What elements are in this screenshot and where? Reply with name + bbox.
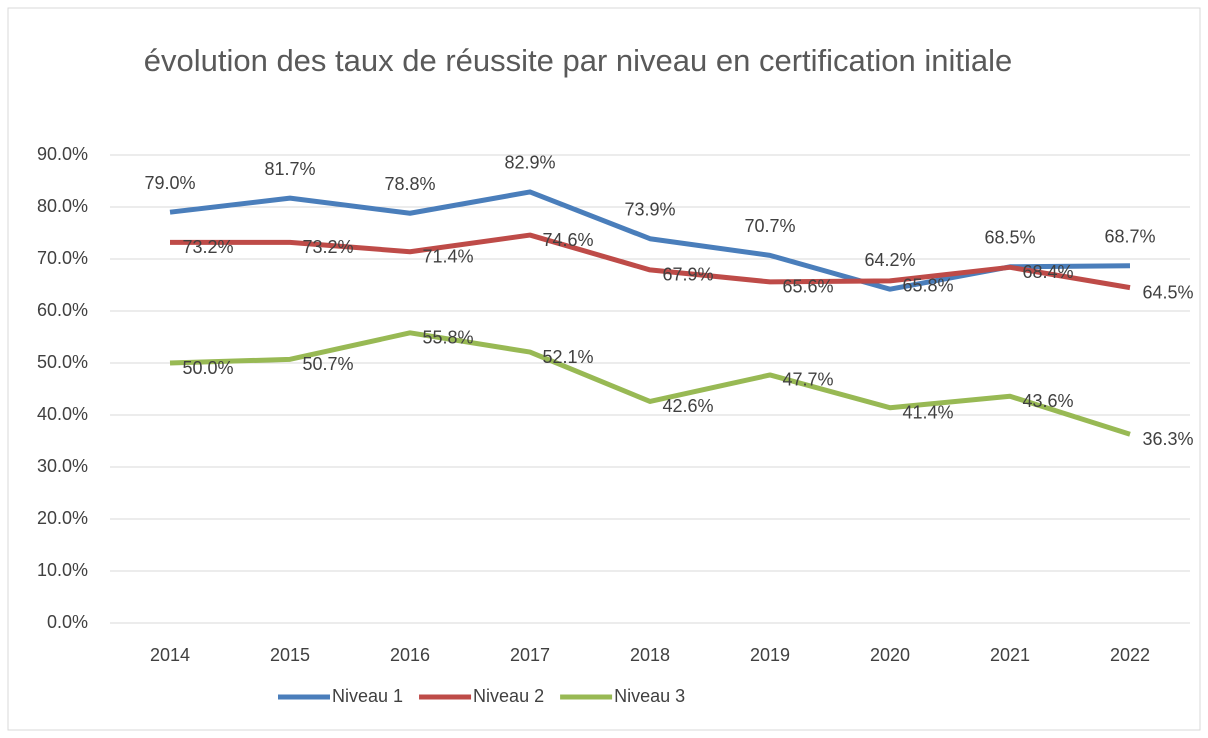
- x-tick-label: 2020: [870, 645, 910, 665]
- y-tick-label: 30.0%: [37, 456, 88, 476]
- y-tick-label: 50.0%: [37, 352, 88, 372]
- legend-label: Niveau 1: [332, 686, 403, 706]
- data-label: 43.6%: [1022, 391, 1073, 411]
- data-label: 36.3%: [1142, 429, 1193, 449]
- data-label: 65.6%: [782, 277, 833, 297]
- data-label: 68.7%: [1104, 227, 1155, 247]
- y-tick-label: 80.0%: [37, 196, 88, 216]
- data-label: 78.8%: [384, 174, 435, 194]
- data-label: 68.4%: [1022, 262, 1073, 282]
- x-tick-label: 2016: [390, 645, 430, 665]
- y-tick-label: 70.0%: [37, 248, 88, 268]
- y-tick-label: 40.0%: [37, 404, 88, 424]
- legend-label: Niveau 3: [614, 686, 685, 706]
- data-label: 71.4%: [422, 246, 473, 266]
- data-label: 73.2%: [302, 237, 353, 257]
- data-label: 82.9%: [504, 153, 555, 173]
- data-label: 73.9%: [624, 199, 675, 219]
- data-label: 50.0%: [182, 358, 233, 378]
- chart-border: [7, 7, 1201, 731]
- data-label: 74.6%: [542, 230, 593, 250]
- data-label: 65.8%: [902, 276, 953, 296]
- x-tick-label: 2015: [270, 645, 310, 665]
- x-tick-label: 2019: [750, 645, 790, 665]
- data-label: 47.7%: [782, 370, 833, 390]
- x-tick-label: 2017: [510, 645, 550, 665]
- data-label: 70.7%: [744, 216, 795, 236]
- legend-label: Niveau 2: [473, 686, 544, 706]
- data-label: 42.6%: [662, 396, 713, 416]
- data-label: 79.0%: [144, 173, 195, 193]
- y-tick-label: 60.0%: [37, 300, 88, 320]
- series-line: [169, 330, 1131, 437]
- y-tick-label: 20.0%: [37, 508, 88, 528]
- x-tick-label: 2022: [1110, 645, 1150, 665]
- data-label: 52.1%: [542, 347, 593, 367]
- series-line: [170, 232, 1131, 291]
- x-tick-label: 2021: [990, 645, 1030, 665]
- y-tick-label: 0.0%: [47, 612, 88, 632]
- y-tick-label: 10.0%: [37, 560, 88, 580]
- y-tick-label: 90.0%: [37, 144, 88, 164]
- data-label: 55.8%: [422, 328, 473, 348]
- x-tick-label: 2018: [630, 645, 670, 665]
- data-label: 64.5%: [1142, 282, 1193, 302]
- chart-title: évolution des taux de réussite par nivea…: [143, 43, 1013, 78]
- data-label: 67.9%: [662, 265, 713, 285]
- data-label: 64.2%: [864, 250, 915, 270]
- data-label: 68.5%: [984, 228, 1035, 248]
- data-label: 41.4%: [902, 402, 953, 422]
- data-label: 81.7%: [264, 159, 315, 179]
- data-label: 50.7%: [302, 354, 353, 374]
- x-tick-label: 2014: [150, 645, 190, 665]
- data-label: 73.2%: [182, 237, 233, 257]
